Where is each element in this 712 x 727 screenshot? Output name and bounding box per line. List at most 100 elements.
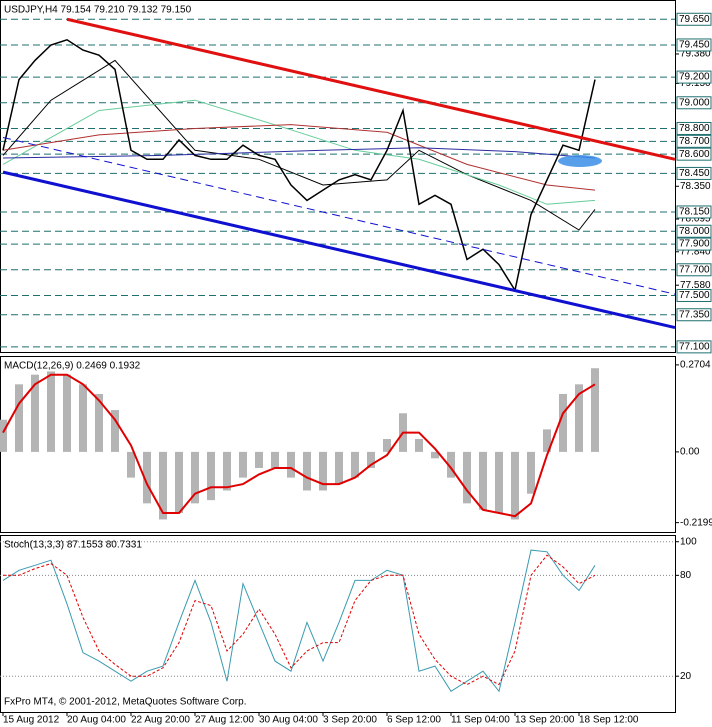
x-tick-label: 18 Sep 12:00 — [579, 715, 639, 726]
highlight — [558, 155, 602, 167]
moving-average — [2, 147, 596, 159]
panel — [0, 0, 676, 353]
footer: FxPro MT4, © 2001-2012, MetaQuotes Softw… — [4, 697, 246, 708]
x-tick-label: 22 Aug 20:00 — [131, 715, 190, 726]
stoch-line — [2, 549, 596, 693]
y-tick-label: 0.00 — [680, 447, 700, 458]
level-label-box — [676, 308, 712, 322]
moving-average — [2, 124, 596, 191]
histogram-bar — [575, 384, 583, 452]
histogram-bar — [511, 451, 519, 520]
level-label-box — [676, 134, 712, 148]
level-label-box — [676, 166, 712, 180]
level-label-box — [676, 96, 712, 110]
histogram-bar — [527, 451, 535, 494]
histogram-bar — [431, 451, 439, 459]
histogram-bar — [367, 451, 375, 468]
y-tick-label: 100 — [680, 536, 697, 547]
level-label: 78.000 — [679, 226, 710, 237]
histogram-bar — [95, 393, 103, 452]
histogram-bar — [239, 451, 247, 478]
y-tick-label: 77.580 — [680, 280, 711, 291]
histogram-bar — [591, 368, 599, 452]
histogram-bar — [0, 419, 7, 452]
level-label: 79.000 — [679, 97, 710, 108]
level-label: 78.800 — [679, 123, 710, 134]
level-label-box — [676, 340, 712, 354]
histogram-bar — [15, 384, 23, 452]
x-tick-label: 13 Sep 20:00 — [515, 715, 575, 726]
histogram-bar — [223, 451, 231, 491]
y-tick-label: -0.2199 — [680, 517, 712, 528]
histogram-bar — [159, 451, 167, 520]
histogram-bar — [415, 439, 423, 452]
moving-average — [2, 99, 596, 205]
level-label-box — [676, 12, 712, 26]
x-tick-label: 6 Sep 12:00 — [387, 715, 441, 726]
level-label: 79.650 — [679, 14, 710, 25]
level-label-box — [676, 205, 712, 219]
trendline — [2, 136, 676, 295]
histogram-bar — [207, 451, 215, 501]
histogram-bar — [287, 451, 295, 478]
histogram-bar — [79, 384, 87, 452]
x-tick-label: 30 Aug 04:00 — [259, 715, 318, 726]
y-tick-label: 79.150 — [680, 78, 711, 89]
x-tick-label: 20 Aug 04:00 — [67, 715, 126, 726]
histogram-bar — [47, 371, 55, 452]
level-label-box — [676, 224, 712, 238]
histogram-bar — [479, 451, 487, 510]
histogram-bar — [127, 451, 135, 478]
histogram-bar — [319, 451, 327, 491]
histogram-bar — [175, 451, 183, 514]
histogram-bar — [63, 374, 71, 452]
histogram-bar — [335, 451, 343, 485]
level-label: 78.600 — [679, 149, 710, 160]
level-label-box — [676, 147, 712, 161]
histogram-bar — [447, 451, 455, 478]
histogram-bar — [495, 451, 503, 514]
x-tick-label: 11 Sep 04:00 — [451, 715, 510, 726]
histogram-bar — [543, 429, 551, 452]
level-label: 77.700 — [679, 264, 710, 275]
histogram-bar — [143, 451, 151, 504]
level-label: 79.450 — [679, 40, 710, 51]
x-tick-label: 27 Aug 12:00 — [195, 715, 254, 726]
stoch-line — [3, 554, 596, 686]
panel-title: Stoch(13,3,3) 87.1553 80.7331 — [4, 540, 142, 551]
level-label: 79.200 — [679, 72, 710, 83]
histogram-bar — [303, 451, 311, 491]
panel-title: USDJPY,H4 79.154 79.210 79.132 79.150 — [4, 5, 192, 16]
trendline — [2, 170, 676, 330]
level-label: 78.700 — [679, 136, 710, 147]
y-tick-label: 78.350 — [680, 181, 711, 192]
histogram-bar — [111, 410, 119, 452]
histogram-bar — [559, 393, 567, 452]
histogram-bar — [383, 439, 391, 452]
level-label: 77.100 — [679, 342, 710, 353]
trendline — [66, 17, 676, 161]
level-label-box — [676, 263, 712, 277]
histogram-bar — [271, 451, 279, 468]
histogram-bar — [351, 451, 359, 478]
level-label: 78.150 — [679, 207, 710, 218]
y-tick-label: 20 — [680, 671, 692, 682]
x-tick-label: 15 Aug 2012 — [3, 715, 60, 726]
y-tick-label: 80 — [680, 570, 692, 581]
level-label-box — [676, 38, 712, 52]
panel-title: MACD(12,26,9) 0.2469 0.1932 — [4, 361, 141, 372]
moving-average — [2, 59, 596, 231]
level-label-box — [676, 237, 712, 251]
histogram-bar — [463, 451, 471, 504]
x-tick-label: 3 Sep 20:00 — [323, 715, 377, 726]
y-tick-label: 78.095 — [680, 214, 711, 225]
histogram-bar — [191, 451, 199, 504]
histogram-bar — [255, 451, 263, 468]
level-label: 77.350 — [679, 309, 710, 320]
level-label-box — [676, 70, 712, 84]
y-tick-label: 79.380 — [680, 49, 711, 60]
signal-line — [2, 373, 596, 518]
